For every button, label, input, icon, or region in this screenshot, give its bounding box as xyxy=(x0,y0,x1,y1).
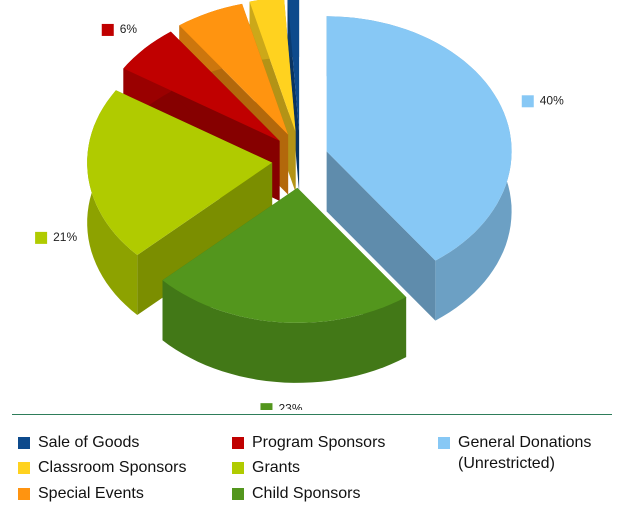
value-label: 6% xyxy=(120,22,138,36)
legend-label: Grants xyxy=(252,459,301,476)
label-swatch xyxy=(521,95,534,108)
label-swatch xyxy=(260,403,273,416)
slice xyxy=(249,0,296,133)
legend-item: Child Sponsors xyxy=(232,485,422,504)
legend-swatch xyxy=(438,437,450,449)
legend-swatch xyxy=(18,488,30,500)
legend-item: General Donations (Unrestricted) xyxy=(438,434,628,474)
legend-swatch xyxy=(232,462,244,474)
legend-item: Program Sponsors xyxy=(232,434,422,453)
legend-label: General Donations (Unrestricted) xyxy=(458,434,592,472)
legend-label: Classroom Sponsors xyxy=(38,459,187,476)
value-label: 21% xyxy=(53,230,77,244)
legend-swatch xyxy=(18,462,30,474)
legend-item: Sale of Goods xyxy=(18,434,208,453)
slice xyxy=(162,187,407,323)
value-label: 40% xyxy=(540,93,564,107)
label-swatch xyxy=(101,23,114,36)
slice xyxy=(87,90,273,255)
legend-item: Special Events xyxy=(18,485,208,504)
slice xyxy=(123,31,280,141)
legend-label: Program Sponsors xyxy=(252,434,386,451)
legend-label: Sale of Goods xyxy=(38,434,140,451)
legend-swatch xyxy=(18,437,30,449)
legend-label: Child Sponsors xyxy=(252,485,361,502)
value-label: 23% xyxy=(278,401,302,410)
label-swatch xyxy=(35,231,48,244)
legend-label: Special Events xyxy=(38,485,144,502)
chart: 40%23%21%6%6%3%1% xyxy=(35,0,564,416)
slice xyxy=(179,3,289,135)
slice xyxy=(326,16,512,261)
slice-side xyxy=(326,151,436,321)
slice xyxy=(287,0,300,133)
legend-swatch xyxy=(232,437,244,449)
legend-swatch xyxy=(232,488,244,500)
legend-item: Grants xyxy=(232,459,422,478)
separator xyxy=(12,414,612,415)
slice-side xyxy=(162,280,407,383)
legend-item: Classroom Sponsors xyxy=(18,459,208,478)
